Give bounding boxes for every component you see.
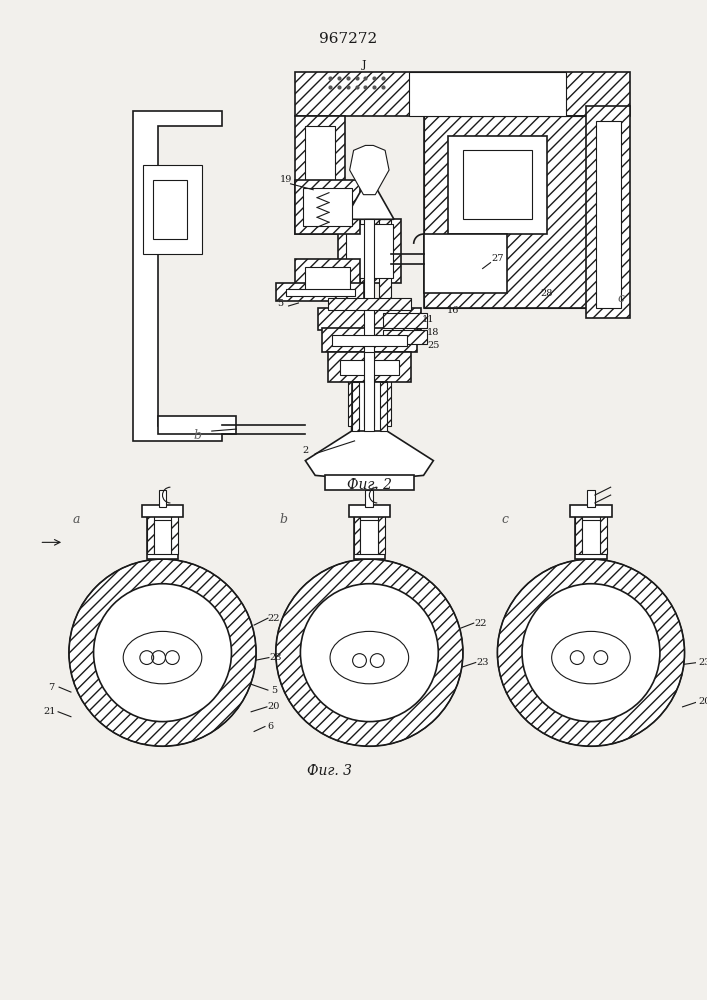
Bar — [378, 515, 385, 554]
Bar — [305, 126, 335, 224]
Bar — [600, 515, 607, 554]
Bar — [575, 515, 582, 554]
Text: 11: 11 — [422, 315, 435, 324]
Bar — [305, 267, 350, 290]
Text: 23: 23 — [477, 658, 489, 667]
Bar — [318, 308, 421, 330]
Polygon shape — [345, 190, 394, 219]
Circle shape — [276, 559, 463, 746]
Text: 19: 19 — [279, 175, 292, 184]
Text: 967272: 967272 — [319, 32, 377, 46]
Bar — [147, 515, 178, 559]
Bar — [153, 520, 171, 554]
Bar — [423, 234, 507, 293]
Text: 7: 7 — [48, 683, 54, 692]
Bar — [171, 515, 178, 554]
Text: a: a — [73, 513, 81, 526]
Bar — [423, 116, 621, 308]
Bar — [303, 188, 351, 226]
Bar — [332, 335, 407, 346]
Text: 27: 27 — [491, 254, 503, 263]
Circle shape — [300, 584, 438, 722]
Bar — [383, 330, 428, 344]
Text: 22: 22 — [267, 614, 280, 623]
Text: 16: 16 — [447, 306, 460, 315]
Text: 6: 6 — [268, 722, 274, 731]
Bar — [380, 382, 387, 431]
Bar — [296, 180, 359, 234]
Circle shape — [522, 584, 660, 722]
Bar — [354, 515, 385, 559]
Text: 25: 25 — [427, 341, 440, 350]
Bar — [349, 505, 390, 517]
Bar — [571, 505, 612, 517]
Text: 5: 5 — [278, 299, 284, 308]
Circle shape — [93, 584, 231, 722]
Text: 22: 22 — [474, 619, 487, 628]
Text: b: b — [280, 513, 288, 526]
Text: 20: 20 — [698, 697, 707, 706]
Bar — [587, 490, 595, 507]
Bar — [296, 259, 359, 298]
Bar — [346, 224, 393, 278]
Bar — [296, 116, 345, 234]
Polygon shape — [133, 111, 221, 441]
Bar — [158, 490, 166, 507]
Bar — [276, 283, 364, 301]
Text: Фиг. 2: Фиг. 2 — [347, 478, 392, 492]
Bar — [351, 382, 387, 431]
Bar — [379, 219, 391, 426]
Text: 23: 23 — [269, 653, 282, 662]
Text: c: c — [502, 513, 509, 526]
Bar — [325, 475, 414, 490]
Bar — [338, 219, 401, 283]
Bar — [158, 416, 236, 434]
Text: 28: 28 — [540, 289, 553, 298]
Bar — [423, 116, 621, 308]
Bar — [147, 515, 153, 554]
Bar — [409, 72, 566, 116]
Circle shape — [498, 559, 684, 746]
Text: J: J — [362, 60, 367, 70]
Bar — [351, 382, 358, 431]
Bar — [366, 490, 373, 507]
Bar — [596, 121, 621, 308]
Bar — [286, 289, 355, 296]
Bar — [448, 136, 547, 234]
Text: 20: 20 — [268, 702, 280, 711]
Text: 18: 18 — [427, 328, 440, 337]
Bar — [153, 180, 187, 239]
Bar — [142, 505, 183, 517]
Bar — [322, 328, 416, 352]
Bar — [364, 352, 374, 431]
Bar — [328, 298, 411, 310]
Circle shape — [69, 559, 256, 746]
Text: 23: 23 — [698, 658, 707, 667]
Text: 2: 2 — [302, 446, 308, 455]
Text: 5: 5 — [271, 686, 277, 695]
Polygon shape — [350, 145, 389, 195]
Text: 21: 21 — [43, 707, 55, 716]
Bar — [354, 515, 361, 554]
Bar — [361, 520, 378, 554]
Bar — [364, 219, 374, 426]
Bar — [296, 72, 631, 116]
Bar — [586, 106, 631, 318]
Bar — [143, 165, 202, 254]
Text: c: c — [617, 292, 624, 305]
Bar — [383, 313, 428, 328]
Polygon shape — [305, 382, 433, 480]
Text: b: b — [193, 429, 201, 442]
Bar — [575, 515, 607, 559]
Text: Фиг. 3: Фиг. 3 — [308, 764, 353, 778]
Bar — [463, 150, 532, 219]
Bar — [340, 360, 399, 375]
Bar — [328, 352, 411, 382]
Bar — [582, 520, 600, 554]
Bar — [348, 219, 359, 426]
